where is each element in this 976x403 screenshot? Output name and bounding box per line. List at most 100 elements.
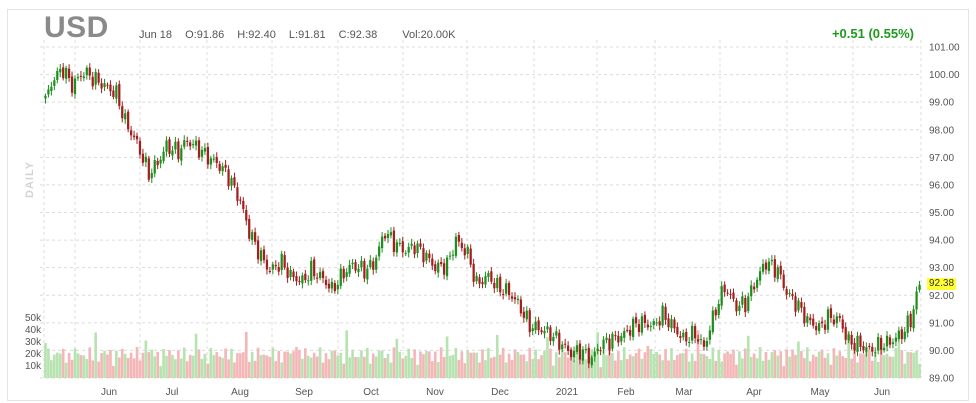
candle-body — [546, 326, 549, 330]
candle-body — [818, 323, 821, 332]
candle-body — [699, 339, 703, 341]
volume-bar — [755, 358, 759, 378]
volume-bar — [354, 356, 357, 378]
volume-bar — [743, 348, 747, 378]
volume-bar — [280, 362, 284, 378]
candle-body — [552, 336, 555, 342]
volume-bar — [717, 349, 721, 378]
candle-body — [138, 140, 142, 155]
candle-body — [336, 284, 339, 290]
candle-body — [874, 352, 877, 354]
candle-body — [454, 236, 458, 256]
volume-bar — [776, 355, 780, 378]
volume-tick-label: 50k — [25, 313, 42, 324]
volume-bar — [906, 351, 910, 378]
volume-bar — [915, 350, 918, 378]
volume-bar — [664, 349, 667, 378]
candle-body — [826, 309, 830, 330]
volume-bar — [460, 351, 464, 378]
candle-body — [513, 297, 517, 300]
volume-bar — [233, 362, 236, 378]
candle-body — [327, 283, 331, 289]
volume-bar — [826, 353, 830, 378]
candle-body — [227, 169, 230, 187]
candle-body — [649, 325, 652, 327]
volume-bar — [832, 348, 836, 378]
x-tick-label: Feb — [617, 387, 635, 398]
candle-body — [723, 284, 726, 293]
candle-body — [626, 329, 629, 331]
candle-body — [676, 326, 679, 335]
low-value: L:91.81 — [288, 29, 326, 41]
candle-body — [555, 331, 558, 336]
candle-body — [652, 321, 655, 326]
volume-bar — [425, 351, 428, 378]
y-tick-label: 90.00 — [929, 346, 954, 357]
volume-bar — [625, 359, 629, 378]
volume-bar — [327, 359, 331, 378]
volume-bar — [422, 354, 425, 378]
candle-body — [301, 275, 304, 284]
volume-bar — [150, 349, 154, 378]
candle-body — [407, 246, 410, 253]
candle-body — [118, 84, 121, 106]
volume-bar — [277, 350, 281, 378]
volume-bar — [873, 352, 877, 378]
candle-body — [191, 144, 195, 146]
volume-bar — [652, 354, 656, 378]
candle-body — [268, 270, 272, 272]
volume-value: Vol:20.00K — [402, 29, 456, 41]
candle-body — [611, 333, 614, 349]
candle-body — [812, 318, 815, 326]
candle-body — [617, 335, 620, 343]
candle-body — [859, 335, 862, 347]
volume-bar — [504, 362, 508, 378]
candle-body — [640, 316, 644, 333]
volume-bar — [147, 352, 151, 378]
x-tick-label: Oct — [363, 387, 379, 398]
candle-body — [115, 85, 118, 99]
candle-body — [218, 163, 221, 171]
volume-bar — [82, 355, 86, 378]
volume-bar — [749, 356, 753, 378]
open-value: O:91.86 — [185, 29, 225, 41]
volume-bar — [457, 359, 461, 378]
candle-body — [806, 316, 809, 323]
candle-body — [124, 113, 127, 120]
candle-body — [578, 343, 582, 360]
candle-body — [670, 319, 673, 329]
candle-body — [540, 330, 543, 333]
volume-bar — [138, 360, 142, 378]
volume-bar — [537, 359, 540, 378]
candle-body — [590, 357, 593, 366]
candle-body — [841, 319, 844, 329]
candle-body — [448, 255, 452, 257]
volume-bar — [599, 367, 602, 378]
candle-body — [298, 280, 301, 283]
volume-bar — [767, 359, 771, 378]
candle-body — [165, 140, 168, 152]
volume-bar — [239, 353, 242, 378]
candle-body — [658, 321, 661, 326]
candle-body — [502, 293, 505, 295]
candle-body — [634, 317, 638, 324]
volume-bar — [120, 348, 124, 378]
volume-bar — [413, 349, 416, 378]
volume-bar — [534, 349, 537, 378]
volume-bar — [729, 353, 732, 378]
volume-bar — [634, 353, 638, 378]
volume-bar — [333, 350, 337, 378]
candle-body — [685, 332, 688, 342]
candle-body — [572, 350, 576, 358]
candle-body — [295, 276, 298, 282]
candle-body — [239, 199, 242, 201]
candle-body — [410, 243, 413, 246]
x-tick-label: Mar — [675, 387, 693, 398]
candle-body — [316, 277, 319, 279]
candle-body — [877, 336, 880, 351]
volume-bar — [283, 351, 286, 378]
candle-body — [584, 349, 587, 351]
volume-bar — [91, 360, 95, 378]
volume-bar — [557, 357, 561, 378]
